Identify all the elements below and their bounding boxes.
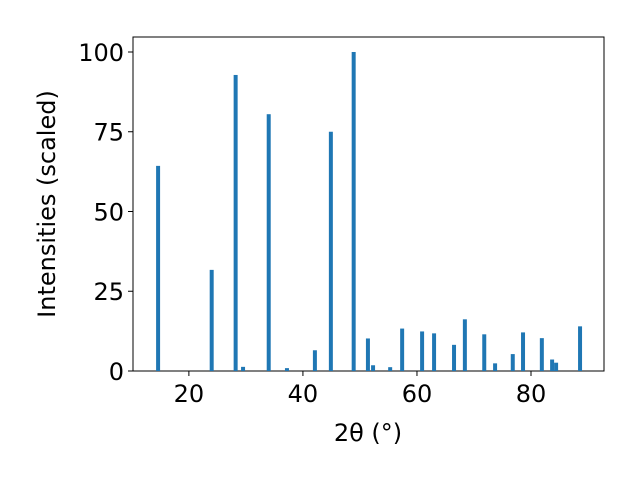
bar	[233, 74, 238, 371]
bar	[284, 368, 289, 371]
bar	[539, 338, 544, 371]
bar	[266, 114, 271, 371]
bar	[371, 365, 376, 371]
bar	[462, 319, 467, 371]
y-tick-label: 0	[109, 358, 124, 386]
bar	[400, 328, 405, 371]
y-tick-label: 25	[93, 278, 124, 306]
bar	[578, 326, 583, 371]
y-tick-label: 100	[78, 39, 124, 67]
bar	[432, 333, 437, 371]
bar	[328, 131, 333, 371]
bar	[241, 366, 246, 371]
bar	[452, 344, 457, 371]
bar	[550, 359, 555, 371]
bar	[521, 332, 526, 371]
x-tick-label: 40	[288, 380, 319, 408]
y-tick-label: 50	[93, 198, 124, 226]
x-tick-label: 20	[174, 380, 205, 408]
bar	[493, 363, 498, 371]
x-tick-label: 60	[402, 380, 433, 408]
plot-frame	[132, 36, 605, 372]
x-axis-label: 2θ (°)	[334, 419, 402, 447]
bar	[156, 165, 161, 371]
bar	[554, 362, 559, 371]
y-axis-label: Intensities (scaled)	[33, 90, 61, 318]
bar	[209, 269, 214, 371]
bar	[482, 334, 487, 371]
bar	[351, 51, 356, 371]
bar	[420, 331, 425, 371]
x-tick-label: 80	[516, 380, 547, 408]
bar	[312, 350, 317, 371]
y-tick-label: 75	[93, 119, 124, 147]
bar	[388, 367, 393, 371]
bar	[365, 338, 370, 371]
bar	[510, 354, 515, 371]
